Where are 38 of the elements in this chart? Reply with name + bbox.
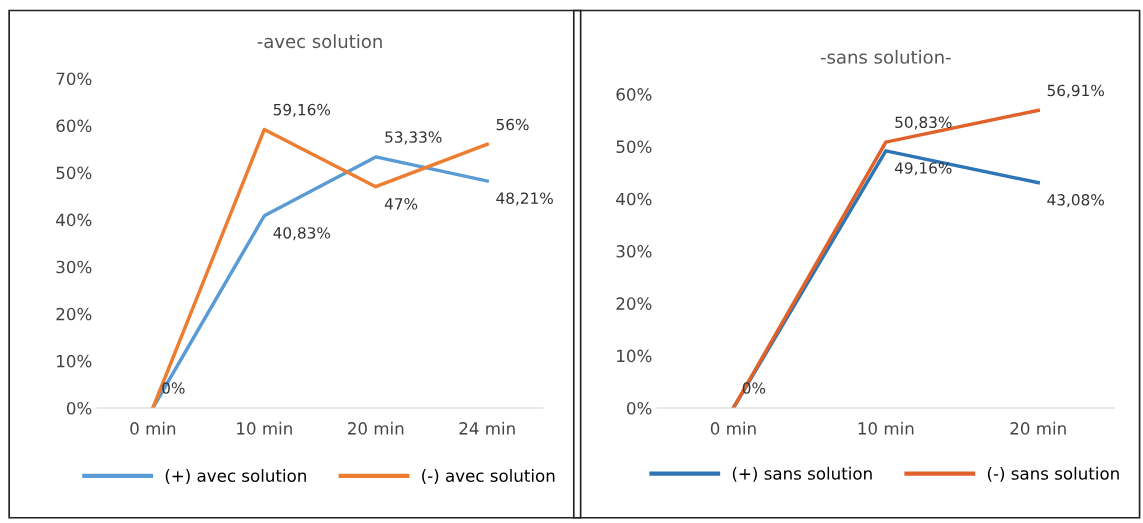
y-tick-label: 50% xyxy=(616,140,652,154)
data-label: 40,83% xyxy=(273,227,331,241)
y-tick-label: 10% xyxy=(617,349,652,363)
data-label: 49,16% xyxy=(894,162,952,176)
legend-label: (-) sans solution xyxy=(987,466,1119,482)
data-label: 47% xyxy=(384,198,418,210)
legend-label: (+) sans solution xyxy=(732,466,872,482)
y-tick-label: 70% xyxy=(56,72,92,86)
y-tick-label: 40% xyxy=(56,213,92,227)
chart-title: -avec solution xyxy=(257,34,382,49)
y-tick-label: 30% xyxy=(56,260,92,274)
data-label: 56% xyxy=(496,118,529,131)
y-tick-label: 20% xyxy=(616,297,652,310)
x-tick-label: 0 min xyxy=(710,421,756,435)
data-label: 59,16% xyxy=(273,103,331,117)
y-tick-label: 10% xyxy=(57,354,92,368)
chart-title: -sans solution- xyxy=(820,49,951,64)
y-tick-label: 20% xyxy=(56,307,92,321)
x-tick-label: 20 min xyxy=(348,421,404,435)
legend-label: (+) avec solution xyxy=(165,469,306,484)
y-tick-label: 0% xyxy=(627,401,652,415)
y-tick-label: 50% xyxy=(56,166,92,180)
data-label: 43,08% xyxy=(1047,194,1104,208)
x-tick-label: 24 min xyxy=(459,421,515,435)
y-tick-label: 0% xyxy=(66,401,92,415)
x-tick-label: 20 min xyxy=(1010,421,1066,435)
data-label: 53,33% xyxy=(385,131,442,145)
y-tick-label: 40% xyxy=(616,192,652,206)
x-tick-label: 10 min xyxy=(858,421,914,435)
data-label: 56,91% xyxy=(1047,84,1104,98)
legend-label: (-) avec solution xyxy=(422,469,555,484)
data-label: 50,83% xyxy=(895,116,952,130)
y-tick-label: 60% xyxy=(56,119,92,133)
x-tick-label: 0 min xyxy=(130,421,176,435)
y-tick-label: 60% xyxy=(616,88,652,101)
data-label: 48,21% xyxy=(496,192,553,206)
x-tick-label: 10 min xyxy=(237,421,292,435)
y-tick-label: 30% xyxy=(616,245,652,258)
